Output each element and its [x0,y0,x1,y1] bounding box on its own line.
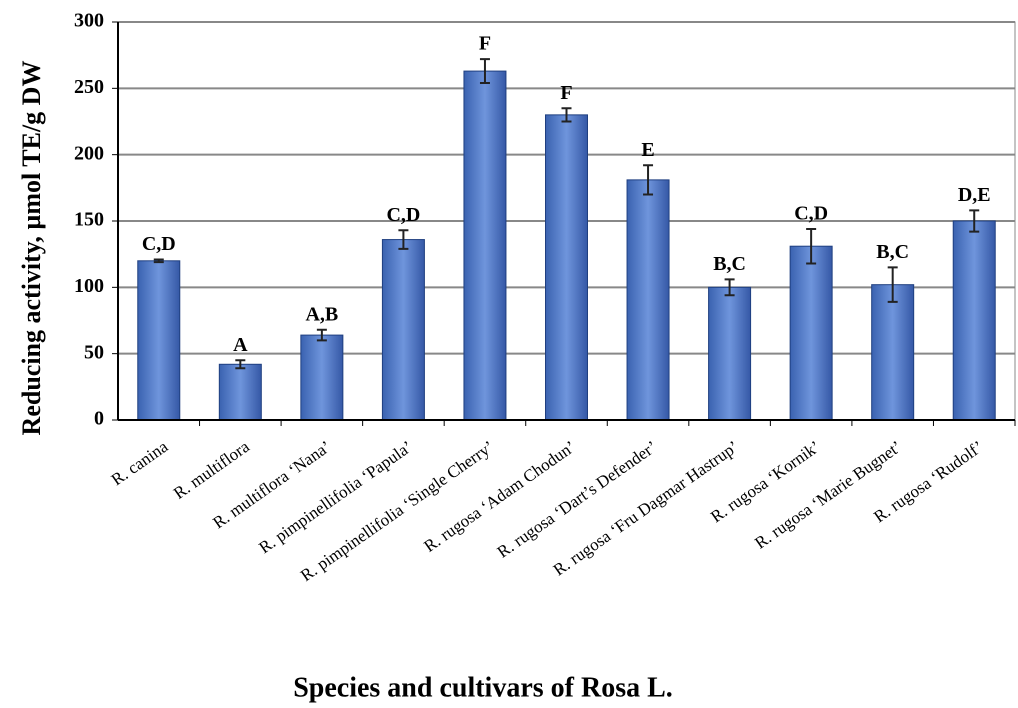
annotation: D,E [958,184,991,206]
x-tick-label: R. rugosa ‘Adam Chodun’ [420,437,579,556]
x-tick-label: R. pimpinellifolia ‘Papula’ [255,437,416,557]
bar [545,114,588,421]
bar [626,179,670,421]
x-tick-label: R. multiflora [170,437,253,503]
annotation: F [479,33,491,55]
error-bar [643,164,654,196]
bar [218,363,262,421]
bar [137,260,181,421]
x-tick-label: R. canina [108,437,172,490]
bar [463,70,507,421]
error-bar [724,278,735,297]
x-tick-label: R. rugosa ‘Dart’s Defender’ [494,437,661,562]
error-bar [969,209,980,233]
bar [789,245,833,421]
annotation: C,D [386,204,420,226]
y-axis-title: Reducing activity, µmol TE/g DW [17,61,46,436]
annotation: B,C [876,241,909,263]
annotation: C,D [142,233,176,255]
annotation: B,C [713,253,746,275]
bar [300,334,344,421]
y-tick-label: 300 [74,10,104,32]
y-tick-label: 250 [74,76,104,98]
error-bar [153,258,164,264]
y-tick-label: 150 [74,209,104,231]
x-tick-label: R. rugosa ‘Marie Bugnet’ [751,437,905,553]
error-bar [806,227,817,265]
bar [708,286,752,421]
y-tick-label: 100 [74,275,104,297]
y-tick-label: 200 [74,142,104,164]
error-bar [887,266,898,303]
annotation: E [641,139,654,161]
error-bar [316,328,327,342]
annotation: A,B [305,303,338,325]
y-tick-label: 50 [84,341,104,363]
bar [871,284,915,421]
annotation: C,D [794,203,828,225]
annotation: A [233,334,248,356]
error-bar [561,107,572,123]
x-axis-title: Species and cultivars of Rosa L. [293,672,673,703]
y-tick-label: 0 [94,408,104,430]
error-bar [235,359,246,370]
bar [381,239,425,421]
error-bar [398,229,409,250]
error-bar [479,58,490,85]
annotation: F [560,82,572,104]
bar [952,220,996,421]
